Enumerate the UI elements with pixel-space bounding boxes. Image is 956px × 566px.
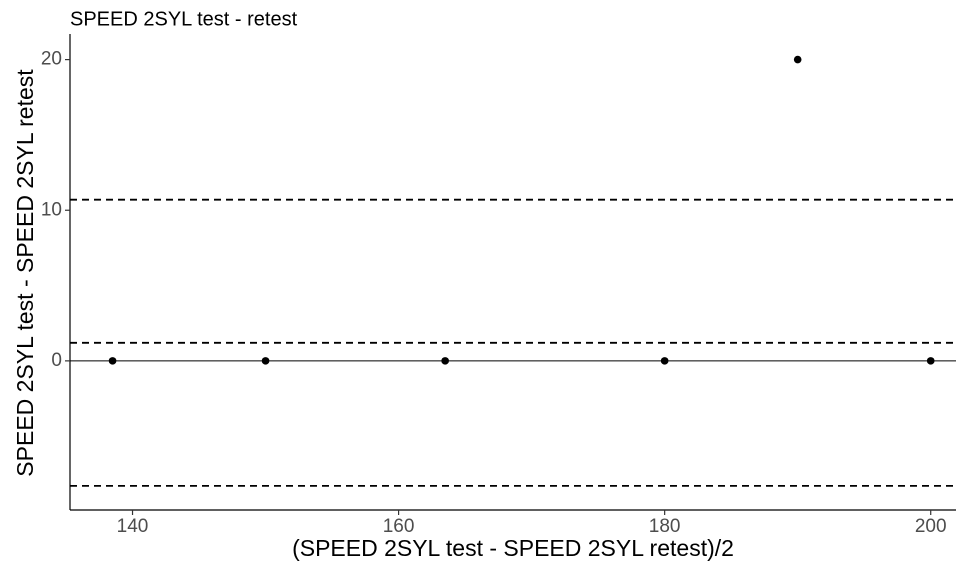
point <box>441 357 449 365</box>
point <box>108 357 117 365</box>
y-tick-label: 10 <box>41 199 62 220</box>
x-axis-title: (SPEED 2SYL test - SPEED 2SYL retest)/2 <box>292 535 734 561</box>
y-tick-label: 20 <box>41 49 62 70</box>
y-axis-title: SPEED 2SYL test - SPEED 2SYL retest <box>12 69 38 477</box>
point <box>660 357 669 365</box>
point <box>926 357 935 365</box>
x-tick-label: 160 <box>383 516 415 537</box>
chart-title: SPEED 2SYL test - retest <box>70 8 298 30</box>
x-tick-label: 200 <box>915 516 947 537</box>
y-tick-label: 0 <box>51 350 62 371</box>
x-tick-label: 180 <box>649 516 681 537</box>
point <box>261 357 270 365</box>
point <box>793 55 802 64</box>
x-tick-label: 140 <box>117 516 149 537</box>
